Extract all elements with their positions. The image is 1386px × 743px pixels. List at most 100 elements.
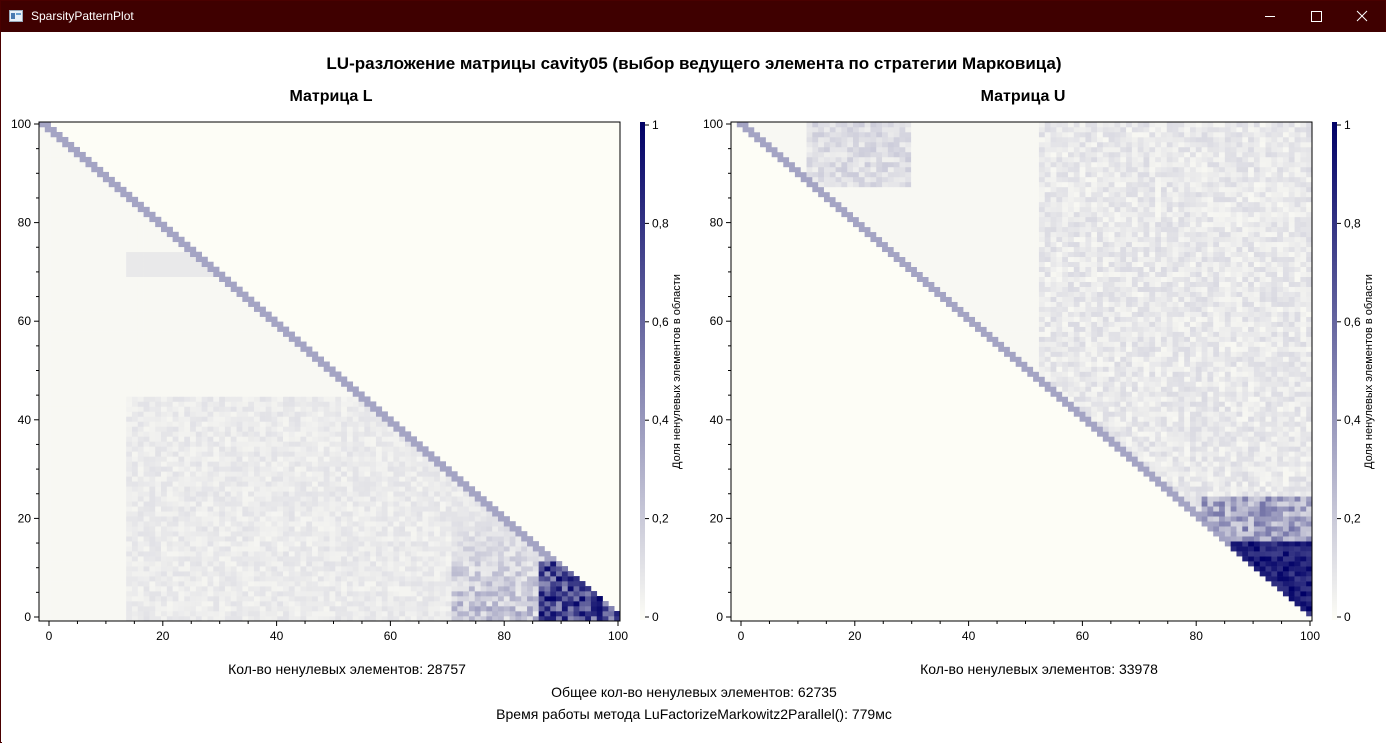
heatmap-cell <box>224 346 232 352</box>
heatmap-cell <box>306 581 313 587</box>
heatmap-cell <box>259 351 266 357</box>
heatmap-cell <box>253 551 261 557</box>
heatmap-cell <box>79 211 86 218</box>
heatmap-cell <box>166 331 173 337</box>
heatmap-cell <box>387 526 394 532</box>
heatmap-cell <box>56 346 63 352</box>
heatmap-cell <box>329 466 336 472</box>
title-bar[interactable]: SparsityPatternPlot <box>1 1 1385 32</box>
heatmap-cell <box>323 451 330 457</box>
heatmap-cell <box>457 491 464 497</box>
heatmap-cell <box>137 456 144 462</box>
heatmap-cell <box>50 251 57 258</box>
heatmap-cell <box>573 581 580 587</box>
heatmap-cell <box>259 381 266 387</box>
heatmap-cell <box>149 451 156 457</box>
heatmap-cell <box>79 281 86 287</box>
heatmap-cell <box>480 566 487 572</box>
heatmap-cell <box>224 521 232 527</box>
heatmap-cell <box>236 326 243 332</box>
heatmap-cell <box>317 591 324 597</box>
heatmap-cell <box>248 301 255 307</box>
heatmap-cell <box>143 591 150 597</box>
heatmap-cell <box>184 441 191 447</box>
heatmap-cell <box>253 366 261 372</box>
heatmap-cell <box>62 296 69 302</box>
heatmap-cell <box>102 446 110 452</box>
heatmap-cell <box>68 436 75 442</box>
heatmap-cell <box>44 431 51 437</box>
heatmap-cell <box>387 596 394 602</box>
heatmap-cell <box>230 466 237 472</box>
heatmap-cell <box>108 541 115 547</box>
heatmap-cell <box>62 531 69 537</box>
heatmap-cell <box>102 566 110 572</box>
heatmap-cell <box>114 576 121 582</box>
maximize-button[interactable] <box>1293 1 1339 32</box>
heatmap-cell <box>91 606 98 612</box>
heatmap-cell <box>207 346 214 352</box>
heatmap-cell <box>161 306 168 312</box>
heatmap-cell <box>68 496 75 502</box>
heatmap-cell <box>405 551 412 557</box>
heatmap-cell <box>219 371 226 377</box>
heatmap-cell <box>329 386 336 392</box>
heatmap-cell <box>108 556 115 562</box>
heatmap-cell <box>97 536 104 542</box>
heatmap-cell <box>259 446 266 452</box>
heatmap-cell <box>312 426 319 432</box>
heatmap-cell <box>39 521 46 527</box>
heatmap-cell <box>486 521 493 527</box>
heatmap-cell <box>428 516 435 522</box>
heatmap-cell <box>451 501 458 507</box>
heatmap-cell <box>253 446 261 452</box>
heatmap-cell <box>294 601 301 607</box>
heatmap-cell <box>375 541 383 547</box>
heatmap-cell <box>265 506 272 512</box>
heatmap-cell <box>527 591 534 597</box>
heatmap-cell <box>97 426 104 432</box>
heatmap-cell <box>143 461 150 467</box>
heatmap-cell <box>312 376 319 382</box>
heatmap-cell <box>317 431 324 437</box>
heatmap-cell <box>428 591 435 597</box>
heatmap-cell <box>614 611 621 617</box>
heatmap-cell <box>50 511 57 517</box>
heatmap-cell <box>265 546 272 552</box>
heatmap-cell <box>97 596 104 602</box>
heatmap-cell <box>410 531 417 537</box>
heatmap-cell <box>120 506 127 512</box>
heatmap-cell <box>341 456 348 462</box>
heatmap-cell <box>39 441 46 447</box>
heatmap-cell <box>224 316 232 322</box>
heatmap-cell <box>102 311 110 317</box>
heatmap-cell <box>422 451 429 457</box>
minimize-button[interactable] <box>1247 1 1293 32</box>
heatmap-cell <box>143 401 150 407</box>
heatmap-cell <box>97 396 104 402</box>
heatmap-cell <box>108 401 115 407</box>
heatmap-cell <box>195 511 202 517</box>
heatmap-cell <box>85 341 92 347</box>
heatmap-cell <box>474 526 481 532</box>
heatmap-cell <box>62 536 69 542</box>
heatmap-cell <box>312 356 319 362</box>
heatmap-cell <box>149 226 156 233</box>
heatmap-cell <box>120 271 127 277</box>
heatmap-cell <box>97 441 104 447</box>
heatmap-cell <box>399 446 406 452</box>
heatmap-cell <box>201 456 208 462</box>
heatmap-cell <box>207 586 214 592</box>
close-button[interactable] <box>1339 1 1385 32</box>
heatmap-cell <box>62 251 69 258</box>
heatmap-cell <box>364 541 371 547</box>
heatmap-cell <box>323 546 330 552</box>
heatmap-cell <box>56 526 63 532</box>
heatmap-cell <box>236 376 243 382</box>
heatmap-cell <box>178 241 185 248</box>
heatmap-cell <box>178 381 185 387</box>
heatmap-cell <box>323 421 330 427</box>
heatmap-cell <box>288 551 295 557</box>
heatmap-cell <box>126 411 133 417</box>
heatmap-cell <box>323 616 330 622</box>
